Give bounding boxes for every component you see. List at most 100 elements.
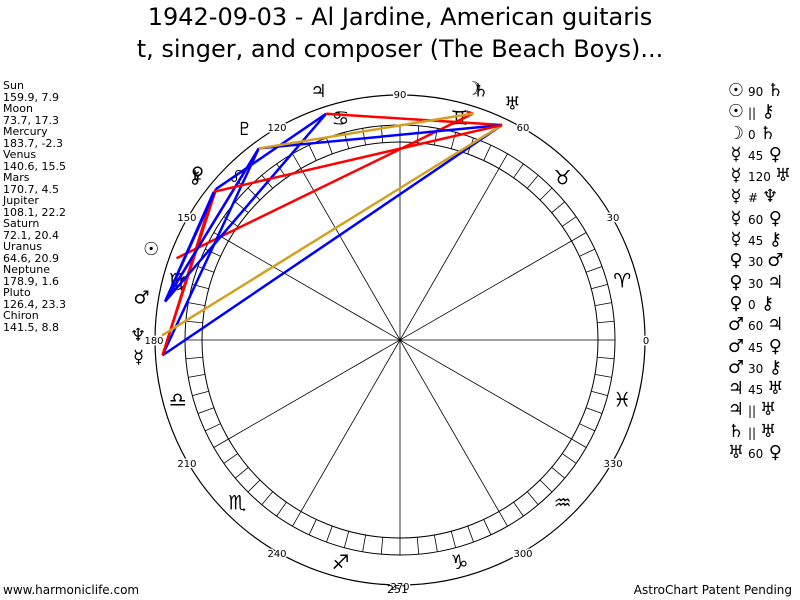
degree-label: 120 — [267, 123, 286, 134]
planet-values-mars: 170.7, 4.5 — [3, 182, 59, 196]
aspect-row: ♅ 60 ♀ — [727, 442, 797, 463]
aspect-type: 45 — [748, 383, 764, 398]
degree-tick — [551, 466, 565, 479]
aspect-line — [161, 147, 260, 356]
aspect-row: ☿ # ♆ — [727, 186, 797, 207]
zodiac-sign-icon: ♐ — [332, 550, 350, 574]
aspect-planet-1-icon: ☿ — [730, 165, 742, 187]
aspect-line — [213, 123, 503, 194]
aspect-row: ☉ || ⚷ — [727, 101, 797, 122]
aspect-row: ♂ 30 ⚷ — [727, 357, 797, 378]
aspect-planet-2-icon: ⚷ — [761, 101, 775, 123]
planet-values-venus: 140.6, 15.5 — [3, 159, 66, 173]
aspect-type: 30 — [748, 361, 764, 376]
aspect-type: 60 — [748, 212, 764, 227]
planet-name-saturn: Saturn — [3, 217, 40, 230]
aspect-planet-1-icon: ☿ — [730, 186, 742, 208]
degree-tick — [597, 320, 615, 324]
aspect-planet-2-icon: ♅ — [767, 378, 784, 400]
planet-name-chiron: Chiron — [3, 309, 39, 322]
degree-tick — [579, 248, 596, 257]
aspect-line — [161, 123, 503, 357]
planet-venus-icon: ♀ — [191, 164, 204, 185]
degree-tick — [594, 373, 612, 378]
degree-tick — [571, 438, 587, 448]
planet-mars-icon: ♂ — [133, 288, 149, 309]
degree-tick — [526, 175, 539, 189]
aspect-planet-1-icon: ☉ — [727, 80, 745, 101]
aspect-planet-2-icon: ♀ — [768, 143, 782, 165]
degree-label: 300 — [513, 549, 532, 560]
degree-label: 240 — [267, 549, 286, 560]
aspect-type: 120 — [748, 170, 771, 185]
chart-title-line-2: t, singer, and composer (The Beach Boys)… — [136, 35, 664, 63]
footer-number: 251 — [387, 583, 408, 596]
aspect-type: 45 — [748, 148, 764, 163]
degree-label: 60 — [517, 123, 530, 134]
aspect-planet-2-icon: ⚷ — [761, 292, 775, 314]
patent-notice: AstroChart Patent Pending — [633, 583, 792, 597]
aspect-type: 90 — [748, 85, 764, 99]
degree-tick — [197, 407, 215, 414]
aspect-list: ☉ 90 ♄ ☉ || ⚷ ☽ 0 ♄ ☿ 45 ♀ ☿ 120 ♅ ☿ # ♆ ☿ 60 ♀ ☿ 45 ⚷ ♀ 30 ♂ ♀ 30 ♃ ♀… — [727, 80, 797, 463]
website-link[interactable]: www.harmoniclife.com — [3, 583, 140, 597]
aspect-line — [258, 123, 503, 150]
degree-tick — [450, 531, 457, 548]
degree-tick — [513, 501, 524, 517]
degree-tick — [561, 453, 577, 464]
aspect-type: 0 — [748, 297, 756, 312]
degree-tick — [571, 232, 587, 242]
zodiac-sign-icon: ♈ — [613, 268, 631, 292]
aspect-planet-1-icon: ♃ — [727, 399, 745, 421]
degree-tick — [483, 519, 492, 536]
aspect-line — [215, 112, 327, 190]
degree-tick — [585, 266, 603, 273]
planet-jupiter-icon: ♃ — [311, 81, 327, 102]
degree-tick — [223, 453, 239, 464]
degree-tick — [308, 144, 317, 161]
degree-tick — [197, 266, 215, 273]
aspect-type: 30 — [748, 255, 764, 270]
aspect-row: ☿ 45 ♀ — [727, 144, 797, 165]
aspect-planet-2-icon: ♅ — [774, 165, 791, 187]
aspect-type: 45 — [748, 340, 764, 355]
aspect-planet-1-icon: ☿ — [730, 207, 742, 229]
degree-tick — [433, 534, 438, 552]
planet-values-chiron: 141.5, 8.8 — [3, 320, 59, 334]
zodiac-sign-icon: ♏ — [228, 491, 246, 515]
aspect-row: ☿ 60 ♀ — [727, 208, 797, 229]
degree-tick — [292, 511, 302, 527]
planet-moon-icon: ☽ — [465, 79, 481, 100]
aspect-line — [161, 123, 503, 337]
aspect-planet-1-icon: ☿ — [730, 229, 742, 251]
degree-tick — [467, 525, 474, 543]
zodiac-sign-icon: ♓ — [613, 388, 631, 412]
planet-pluto-icon: ♇ — [236, 119, 252, 140]
planet-name-venus: Venus — [3, 148, 37, 161]
degree-tick — [539, 479, 553, 493]
aspect-line — [258, 112, 474, 150]
planet-name-pluto: Pluto — [3, 286, 31, 299]
degree-tick — [213, 438, 229, 448]
aspect-row: ☉ 90 ♄ — [727, 80, 797, 101]
planet-values-saturn: 72.1, 20.4 — [3, 228, 59, 242]
degree-tick — [498, 153, 508, 169]
degree-tick — [192, 390, 209, 397]
aspect-planet-2-icon: ♄ — [767, 80, 784, 101]
aspect-planet-2-icon: ♅ — [760, 399, 777, 421]
degree-tick — [204, 423, 221, 432]
degree-tick — [261, 491, 274, 505]
house-line — [228, 240, 572, 440]
aspect-type: # — [748, 191, 759, 206]
degree-label: 210 — [177, 459, 196, 470]
aspect-planet-1-icon: ♀ — [729, 271, 743, 293]
aspect-planet-1-icon: ☉ — [727, 101, 745, 123]
aspect-row: ☿ 45 ⚷ — [727, 229, 797, 250]
aspect-row: ♄ || ♅ — [727, 421, 797, 442]
degree-tick — [561, 216, 577, 227]
planet-values-moon: 73.7, 17.3 — [3, 113, 59, 127]
zodiac-sign-icon: ♉ — [554, 165, 572, 189]
aspect-planet-2-icon: ♅ — [760, 420, 777, 442]
aspect-type: || — [748, 106, 757, 121]
planet-values-uranus: 64.6, 20.9 — [3, 251, 59, 265]
